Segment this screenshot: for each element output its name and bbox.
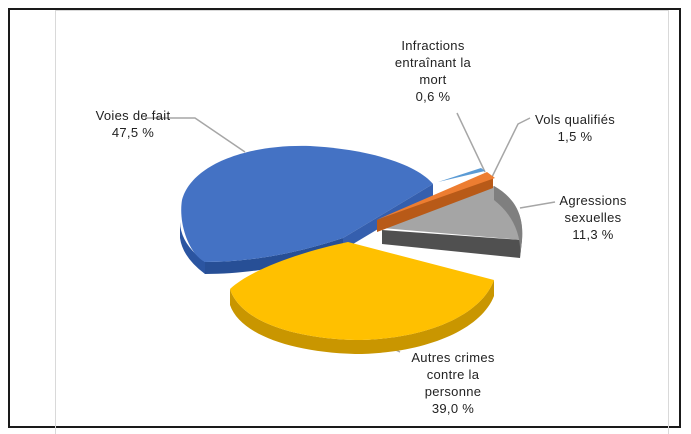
slice-autres-side — [230, 280, 494, 354]
slice-voies-top — [181, 145, 433, 262]
leader-line-infractions — [456, 112, 486, 173]
label-autres-value: 39,0 % — [431, 401, 475, 416]
label-infractions-value: 0,6 % — [415, 89, 451, 104]
slice-voies-side — [180, 222, 205, 274]
label-vols-name: Vols qualifiés — [534, 112, 616, 127]
slice-agressions — [382, 186, 523, 258]
slice-voies-edge — [205, 238, 343, 274]
slice-agressions-top — [382, 186, 523, 240]
label-vols-value: 1,5 % — [557, 129, 593, 144]
label-agressions-value: 11,3 % — [572, 227, 614, 242]
slice-infractions — [438, 168, 485, 182]
slice-vols-qualifies — [376, 172, 495, 232]
label-autres-name-3: personne — [424, 384, 482, 399]
label-vols-qualifies: Vols qualifiés 1,5 % — [520, 111, 630, 145]
label-agressions-name-1: Agressions — [559, 193, 627, 208]
slice-autres-crimes — [230, 242, 494, 354]
label-voies-value: 47,5 % — [111, 125, 155, 140]
slice-infractions-top — [438, 168, 485, 182]
leader-line-vols — [491, 117, 531, 178]
slice-autres-top — [230, 242, 494, 340]
label-autres-name-1: Autres crimes — [411, 350, 495, 365]
label-infractions: Infractions entraînant la mort 0,6 % — [378, 37, 488, 105]
slice-agressions-side — [382, 230, 522, 258]
plot-area — [55, 10, 669, 434]
leader-line-voies — [145, 117, 246, 153]
slice-agressions-edge — [494, 186, 523, 258]
label-autres-crimes: Autres crimes contre la personne 39,0 % — [398, 349, 508, 417]
slice-vols-side — [377, 176, 493, 232]
label-agressions-name-2: sexuelles — [564, 210, 622, 225]
label-autres-name-2: contre la — [426, 367, 480, 382]
label-voies-name: Voies de fait — [95, 108, 171, 123]
leader-line-agressions — [519, 201, 556, 209]
label-infractions-name-2: entraînant la — [394, 55, 472, 70]
label-infractions-name-1: Infractions — [401, 38, 465, 53]
slice-vols-top — [376, 172, 495, 220]
label-agressions: Agressions sexuelles 11,3 % — [538, 192, 648, 243]
label-voies-de-fait: Voies de fait 47,5 % — [78, 107, 188, 141]
label-infractions-name-3: mort — [419, 72, 447, 87]
